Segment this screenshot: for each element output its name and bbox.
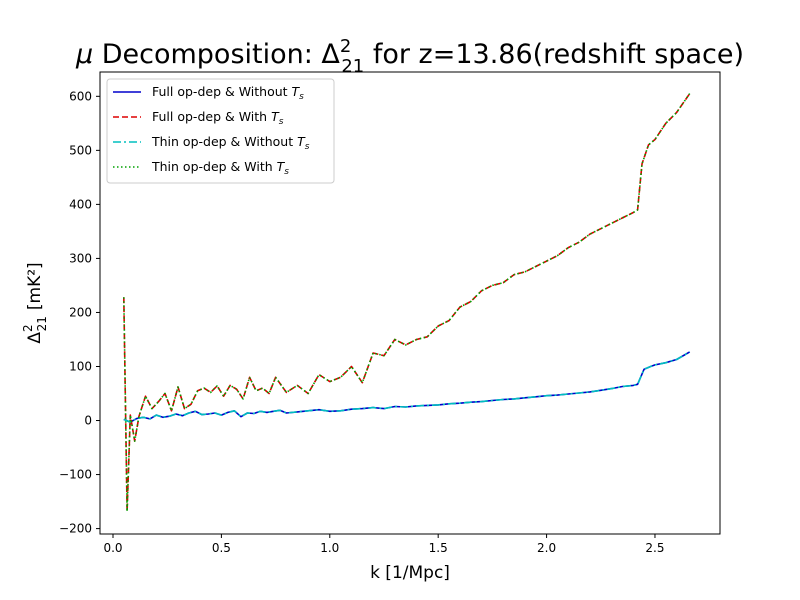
ylabel-main: Δ [25, 332, 45, 344]
legend-box [106, 78, 335, 184]
title-sup: 2 [340, 36, 351, 57]
x-tick-label: 1.5 [429, 541, 448, 555]
y-tick-label: 300 [69, 251, 92, 265]
ylabel-sub: 21 [35, 316, 49, 331]
series-line-3 [123, 351, 691, 423]
ylabel-unit: [mK²] [25, 262, 45, 310]
x-tick-label: 0.0 [103, 541, 122, 555]
y-tick-label: 0 [84, 414, 92, 428]
legend-label-3: Thin op-dep & Without Ts [151, 134, 310, 152]
y-tick-label: −200 [59, 522, 92, 536]
y-tick-label: 400 [69, 197, 92, 211]
x-tick-label: 2.0 [537, 541, 556, 555]
series-layer [123, 93, 691, 513]
x-axis: 0.0 0.5 1.0 1.5 2.0 2.5 [103, 534, 665, 555]
legend-label-4: Thin op-dep & With Ts [151, 159, 289, 177]
y-axis-label: Δ221 [mK²] [21, 262, 49, 343]
x-axis-label: k [1/Mpc] [370, 563, 450, 583]
legend-label-2: Full op-dep & With Ts [152, 109, 284, 127]
plot-frame [99, 71, 721, 535]
title-suffix: for z=13.86(redshift space) [364, 39, 744, 70]
y-tick-label: 600 [69, 89, 92, 103]
y-tick-label: 500 [69, 143, 92, 157]
chart-title: μ Decomposition: Δ2 21 for z=13.86(redshi… [75, 36, 744, 77]
y-tick-label: 200 [69, 305, 92, 319]
legend: Full op-dep & Without Ts Full op-dep & Wi… [106, 78, 335, 184]
series-line-4 [123, 93, 691, 513]
legend-label-1: Full op-dep & Without Ts [152, 84, 304, 102]
y-tick-label: −100 [59, 468, 92, 482]
x-tick-label: 1.0 [320, 541, 339, 555]
x-tick-label: 0.5 [212, 541, 231, 555]
y-axis: −200 −100 0 100 200 300 400 500 600 [59, 89, 100, 536]
title-main: Decomposition: Δ [93, 39, 340, 70]
y-tick-label: 100 [69, 359, 92, 373]
ylabel-sup: 2 [21, 324, 35, 332]
x-tick-label: 2.5 [645, 541, 664, 555]
title-prefix: μ [75, 39, 93, 70]
